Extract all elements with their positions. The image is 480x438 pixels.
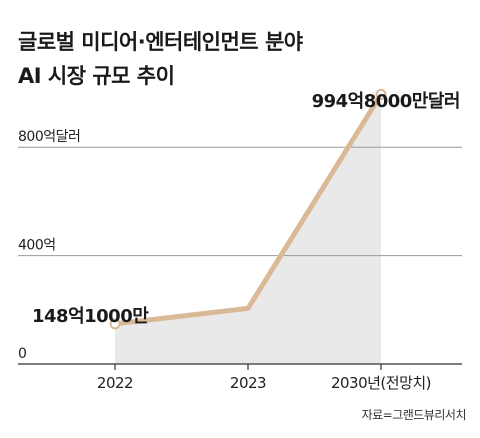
x-tick-label: 2030년(전망치) [331,374,431,392]
y-tick-label: 800억달러 [18,129,80,145]
chart-title-line-2: AI 시장 규모 추이 [18,64,175,88]
y-tick-label: 400억 [18,238,56,254]
chart-title-line-1: 글로벌 미디어·엔터테인먼트 분야 [18,30,303,54]
data-point-marker [109,318,121,330]
x-tick-label: 2022 [97,374,133,392]
data-label: 994억8000만달러 [312,91,460,112]
y-tick-label: 0 [18,346,26,362]
series-line [112,91,384,327]
data-point-marker [375,88,387,100]
data-label: 148억1000만 [32,306,149,327]
source-note: 자료=그랜드뷰리서치 [361,408,467,422]
x-tick-label: 2023 [230,374,266,392]
area-fill [115,94,381,365]
